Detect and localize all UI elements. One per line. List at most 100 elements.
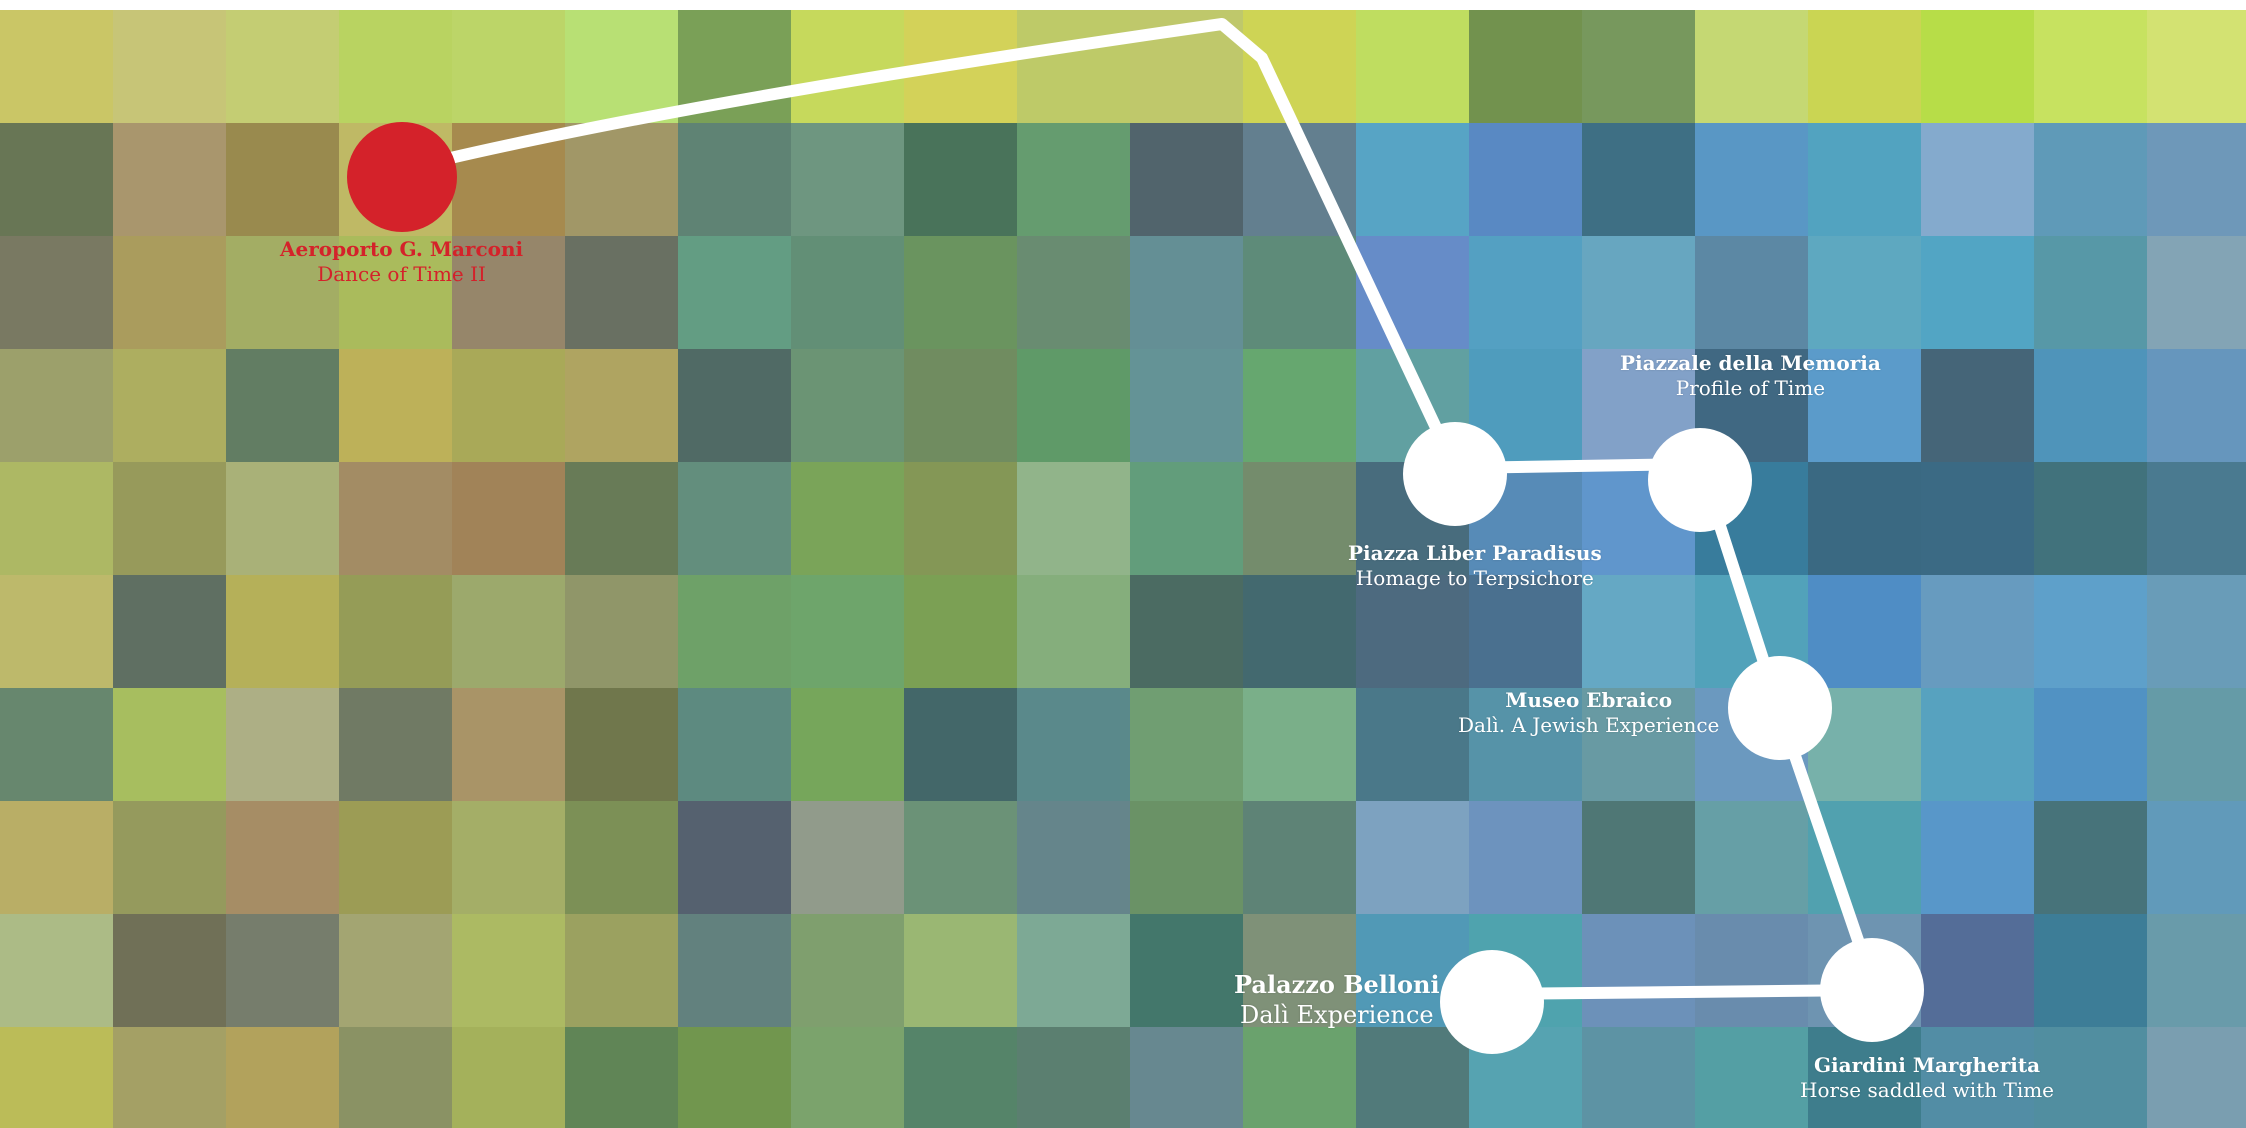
- mosaic-tile: [339, 10, 452, 123]
- mosaic-tile: [452, 349, 565, 462]
- mosaic-tile: [1921, 575, 2034, 688]
- mosaic-tile: [226, 123, 339, 236]
- mosaic-tile: [452, 10, 565, 123]
- mosaic-tile: [2034, 801, 2147, 914]
- stop-work: Homage to Terpsichore: [1355, 566, 1594, 590]
- marker-palazzo-belloni[interactable]: [1440, 950, 1544, 1054]
- mosaic-tile: [0, 801, 113, 914]
- mosaic-tile: [1356, 575, 1469, 688]
- mosaic-tile: [1695, 801, 1808, 914]
- mosaic-tile: [2034, 349, 2147, 462]
- mosaic-tile: [1921, 688, 2034, 801]
- mosaic-tile: [791, 688, 904, 801]
- mosaic-tile: [452, 462, 565, 575]
- mosaic-tile: [678, 575, 791, 688]
- stop-name: Palazzo Belloni: [1234, 970, 1440, 999]
- mosaic-tile: [0, 914, 113, 1027]
- mosaic-tile: [565, 688, 678, 801]
- mosaic-tile: [2147, 688, 2246, 801]
- mosaic-tile: [1243, 236, 1356, 349]
- stop-work: Profile of Time: [1675, 376, 1826, 400]
- mosaic-tile: [226, 462, 339, 575]
- mosaic-tile: [2147, 575, 2246, 688]
- mosaic-tile: [904, 1027, 1017, 1128]
- mosaic-tile: [2034, 236, 2147, 349]
- stop-work: Dalì Experience: [1240, 1001, 1434, 1029]
- mosaic-tile: [1582, 575, 1695, 688]
- mosaic-tile: [1921, 462, 2034, 575]
- mosaic-tile: [1808, 349, 1921, 462]
- mosaic-tile: [1582, 914, 1695, 1027]
- mosaic-tile: [0, 1027, 113, 1128]
- mosaic-tile: [2147, 123, 2246, 236]
- mosaic-tile: [1017, 349, 1130, 462]
- mosaic-tile: [791, 236, 904, 349]
- mosaic-tile: [1243, 575, 1356, 688]
- mosaic-tile: [1921, 1027, 2034, 1128]
- label-piazza-liber: Piazza Liber Paradisus Homage to Terpsic…: [1348, 541, 1602, 591]
- marker-museo-ebraico[interactable]: [1728, 656, 1832, 760]
- mosaic-tile: [1017, 914, 1130, 1027]
- mosaic-tile: [791, 349, 904, 462]
- marker-giardini-margherita[interactable]: [1820, 938, 1924, 1042]
- mosaic-tile: [678, 688, 791, 801]
- mosaic-tile: [226, 914, 339, 1027]
- mosaic-tile: [565, 914, 678, 1027]
- mosaic-tile: [1130, 236, 1243, 349]
- mosaic-tile: [791, 1027, 904, 1128]
- mosaic-tile: [1808, 123, 1921, 236]
- mosaic-tile: [1582, 688, 1695, 801]
- mosaic-tile: [113, 688, 226, 801]
- mosaic-tile: [791, 123, 904, 236]
- mosaic-tile: [565, 236, 678, 349]
- mosaic-tile: [2147, 236, 2246, 349]
- stop-name: Piazza Liber Paradisus: [1348, 541, 1602, 565]
- mosaic-tile: [226, 801, 339, 914]
- mosaic-tile: [113, 1027, 226, 1128]
- stop-name: Giardini Margherita: [1813, 1053, 2041, 1077]
- mosaic-tile: [339, 914, 452, 1027]
- mosaic-tile: [226, 236, 339, 349]
- mosaic-tile: [1921, 914, 2034, 1027]
- stop-work: Horse saddled with Time: [1800, 1078, 2055, 1102]
- mosaic-tile: [1243, 349, 1356, 462]
- mosaic-tile: [678, 914, 791, 1027]
- mosaic-tile: [1808, 10, 1921, 123]
- mosaic-tile: [113, 123, 226, 236]
- mosaic-tile: [339, 236, 452, 349]
- mosaic-tile: [226, 688, 339, 801]
- mosaic-tile: [339, 349, 452, 462]
- mosaic-tile: [2034, 462, 2147, 575]
- mosaic-tile: [1356, 10, 1469, 123]
- mosaic-tile: [678, 349, 791, 462]
- mosaic-tile: [1356, 801, 1469, 914]
- mosaic-tile: [1017, 688, 1130, 801]
- mosaic-tile: [791, 801, 904, 914]
- mosaic-tile: [565, 1027, 678, 1128]
- mosaic-tile: [1017, 10, 1130, 123]
- mosaic-tile: [452, 236, 565, 349]
- mosaic-tile: [1469, 575, 1582, 688]
- mosaic-tile: [113, 575, 226, 688]
- mosaic-tile: [0, 236, 113, 349]
- marker-aeroporto[interactable]: [347, 122, 457, 232]
- mosaic-tile: [1017, 236, 1130, 349]
- mosaic-tile: [1921, 10, 2034, 123]
- mosaic-tile: [1017, 123, 1130, 236]
- mosaic-tile: [1243, 1027, 1356, 1128]
- mosaic-tile: [1243, 801, 1356, 914]
- mosaic-tile: [2147, 1027, 2246, 1128]
- mosaic-tile: [113, 801, 226, 914]
- mosaic-tile: [565, 349, 678, 462]
- mosaic-tile: [0, 688, 113, 801]
- mosaic-tile: [1695, 123, 1808, 236]
- mosaic-tile: [1130, 801, 1243, 914]
- mosaic-tile: [0, 462, 113, 575]
- mosaic-tile: [339, 801, 452, 914]
- marker-piazzale-memoria[interactable]: [1648, 428, 1752, 532]
- mosaic-tile: [1017, 1027, 1130, 1128]
- mosaic-tile: [2034, 914, 2147, 1027]
- marker-piazza-liber[interactable]: [1403, 422, 1507, 526]
- mosaic-tile: [1017, 575, 1130, 688]
